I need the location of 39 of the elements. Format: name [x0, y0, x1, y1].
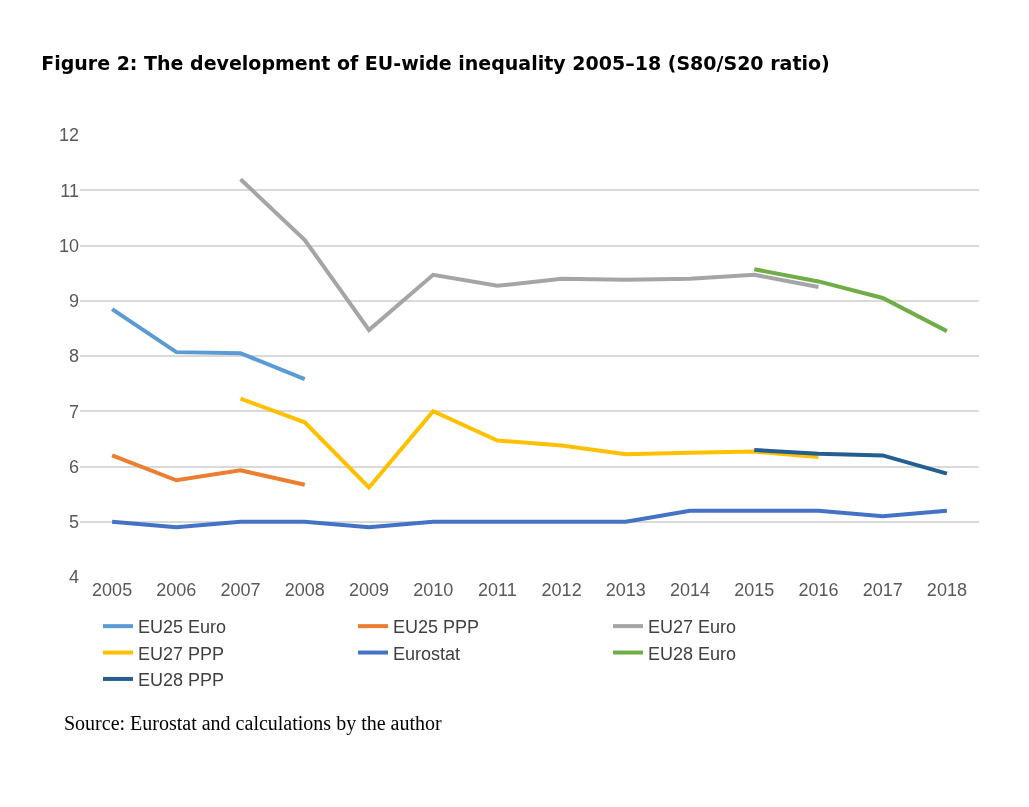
x-tick-label: 2011 [478, 580, 517, 600]
x-tick-label: 2013 [605, 580, 646, 600]
x-tick-label: 2012 [541, 580, 582, 600]
y-tick-label: 9 [68, 291, 79, 312]
line-series [752, 447, 949, 476]
source-note: Source: Eurostat and calculations by the author [64, 712, 443, 735]
x-tick-label: 2007 [220, 580, 261, 600]
x-tick-label: 2006 [156, 580, 197, 600]
y-tick-label: 10 [58, 235, 79, 256]
x-tick-label: 2008 [284, 580, 325, 600]
y-tick-label: 4 [68, 567, 79, 588]
x-tick-label: 2005 [92, 580, 133, 600]
x-tick-label: 2015 [734, 580, 775, 600]
legend-label: EU25 Euro [137, 617, 227, 638]
y-tick-label: 8 [68, 346, 79, 367]
line-series [110, 307, 307, 382]
x-tick-label: 2009 [348, 580, 389, 600]
x-tick-label: 2018 [926, 580, 967, 600]
x-tick-label: 2017 [862, 580, 903, 600]
line-series [110, 508, 949, 530]
line-series [110, 453, 307, 487]
x-tick-label: 2010 [413, 580, 454, 600]
x-tick-label: 2016 [798, 580, 839, 600]
x-tick-label: 2014 [670, 580, 711, 600]
y-tick-label: 7 [68, 401, 79, 422]
y-tick-label: 11 [60, 180, 79, 201]
legend-label: EU28 PPP [137, 669, 225, 690]
line-series [238, 177, 821, 333]
y-tick-label: 6 [68, 456, 79, 477]
legend-label: EU28 Euro [647, 643, 737, 664]
legend-label: EU27 PPP [137, 643, 225, 664]
line-series [752, 267, 949, 334]
legend-label: EU25 PPP [392, 617, 480, 638]
y-tick-label: 5 [68, 512, 79, 533]
legend-label: EU27 Euro [647, 617, 737, 638]
legend-label: Eurostat [392, 643, 461, 664]
line-series [238, 396, 821, 490]
chart-title: Figure 2: The development of EU-wide inequality 2005–18 (S80/S20 ratio) [41, 51, 830, 74]
y-tick-label: 12 [58, 125, 79, 146]
